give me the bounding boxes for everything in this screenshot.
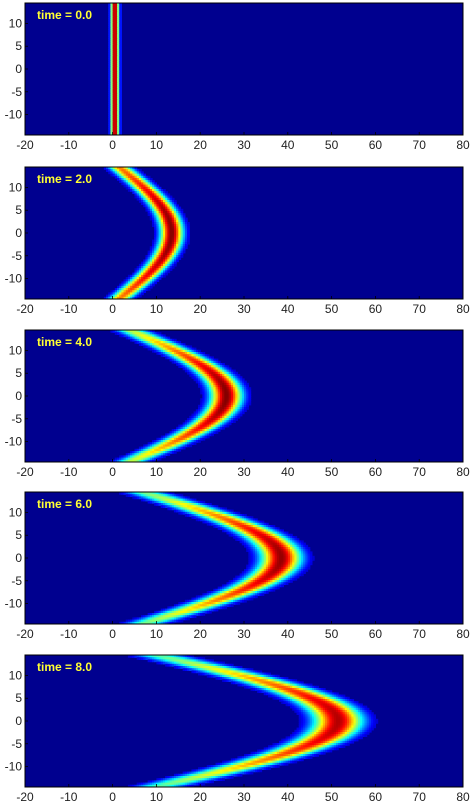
y-tick-label: -10 — [5, 435, 23, 449]
x-tick-label: 30 — [237, 627, 251, 641]
x-tick-label: 40 — [281, 790, 295, 803]
x-tick-label: 50 — [325, 627, 339, 641]
y-tick-label: -10 — [5, 597, 23, 611]
x-tick-label: 10 — [150, 302, 164, 316]
x-tick-label: 0 — [109, 302, 116, 316]
x-tick-label: 80 — [456, 138, 470, 152]
y-tick-label: 0 — [15, 714, 22, 728]
y-tick-label: 5 — [15, 366, 22, 380]
y-tick-label: 0 — [15, 226, 22, 240]
y-tick-label: 10 — [9, 343, 23, 357]
y-tick-label: 0 — [15, 551, 22, 565]
y-tick-label: -5 — [11, 737, 22, 751]
heatmap-background — [25, 167, 463, 299]
y-tick-label: 10 — [9, 16, 23, 30]
y-tick-label: -5 — [11, 574, 22, 588]
x-tick-label: 0 — [109, 790, 116, 803]
y-tick-label: 5 — [15, 691, 22, 705]
x-tick-label: 30 — [237, 302, 251, 316]
x-tick-label: 70 — [413, 627, 427, 641]
x-tick-label: 50 — [325, 138, 339, 152]
y-tick-label: -10 — [5, 272, 23, 286]
y-tick-label: -10 — [5, 108, 23, 122]
heatmap-field — [110, 330, 252, 462]
y-tick-label: 0 — [15, 62, 22, 76]
x-tick-label: 20 — [194, 302, 208, 316]
y-tick-label: 5 — [15, 203, 22, 217]
y-tick-label: 5 — [15, 528, 22, 542]
x-tick-label: 80 — [456, 627, 470, 641]
panel-label: time = 6.0 — [37, 497, 92, 511]
y-tick-label: -5 — [11, 85, 22, 99]
x-tick-label: -20 — [16, 790, 34, 803]
x-tick-label: 0 — [109, 627, 116, 641]
y-tick-label: 5 — [15, 39, 22, 53]
x-tick-label: 30 — [237, 138, 251, 152]
x-tick-label: 30 — [237, 790, 251, 803]
x-tick-label: 60 — [369, 138, 383, 152]
y-tick-label: 10 — [9, 180, 23, 194]
x-tick-label: 20 — [194, 790, 208, 803]
panel-label: time = 4.0 — [37, 335, 92, 349]
y-tick-label: -5 — [11, 249, 22, 263]
x-tick-label: 40 — [281, 302, 295, 316]
x-tick-label: -20 — [16, 138, 34, 152]
x-tick-label: 40 — [281, 627, 295, 641]
x-tick-label: 50 — [325, 302, 339, 316]
x-tick-label: 50 — [325, 465, 339, 479]
x-tick-label: -10 — [60, 790, 78, 803]
x-tick-label: -10 — [60, 627, 78, 641]
x-tick-label: 70 — [413, 465, 427, 479]
heatmap-background — [25, 3, 463, 135]
x-tick-label: 60 — [369, 302, 383, 316]
heatmap-field — [127, 655, 379, 787]
x-tick-label: 70 — [413, 790, 427, 803]
x-tick-label: 10 — [150, 465, 164, 479]
x-tick-label: 10 — [150, 790, 164, 803]
x-tick-label: 20 — [194, 138, 208, 152]
x-tick-label: 50 — [325, 790, 339, 803]
y-tick-label: 0 — [15, 389, 22, 403]
x-tick-label: 10 — [150, 627, 164, 641]
heatmap-field — [108, 3, 122, 135]
y-tick-label: -5 — [11, 412, 22, 426]
x-tick-label: 40 — [281, 138, 295, 152]
x-tick-label: 20 — [194, 627, 208, 641]
x-tick-label: -10 — [60, 465, 78, 479]
x-tick-label: 80 — [456, 790, 470, 803]
panel-label: time = 0.0 — [37, 8, 92, 22]
x-tick-label: -20 — [16, 302, 34, 316]
y-tick-label: 10 — [9, 668, 23, 682]
heatmap-field — [103, 167, 190, 299]
x-tick-label: 60 — [369, 465, 383, 479]
x-tick-label: 70 — [413, 302, 427, 316]
x-tick-label: 0 — [109, 138, 116, 152]
y-tick-label: -10 — [5, 760, 23, 774]
x-tick-label: -20 — [16, 627, 34, 641]
panel-label: time = 8.0 — [37, 660, 92, 674]
x-tick-label: 60 — [369, 627, 383, 641]
x-tick-label: 0 — [109, 465, 116, 479]
heatmap-background — [25, 492, 463, 624]
x-tick-label: 80 — [456, 302, 470, 316]
x-tick-label: 60 — [369, 790, 383, 803]
heatmap-field — [119, 492, 315, 624]
y-tick-label: 10 — [9, 505, 23, 519]
x-tick-label: 10 — [150, 138, 164, 152]
x-tick-label: 70 — [413, 138, 427, 152]
x-tick-label: 40 — [281, 465, 295, 479]
x-tick-label: -10 — [60, 138, 78, 152]
x-tick-label: 80 — [456, 465, 470, 479]
panel-label: time = 2.0 — [37, 172, 92, 186]
x-tick-label: 30 — [237, 465, 251, 479]
x-tick-label: 20 — [194, 465, 208, 479]
x-tick-label: -20 — [16, 465, 34, 479]
x-tick-label: -10 — [60, 302, 78, 316]
